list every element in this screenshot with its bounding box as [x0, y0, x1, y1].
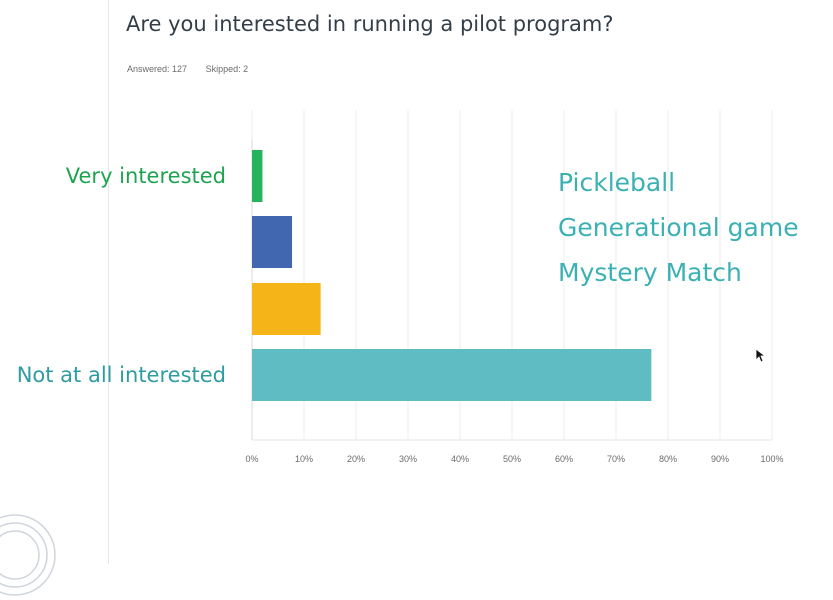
- category-label: Not at all interested: [17, 363, 226, 387]
- x-tick-label: 80%: [659, 454, 677, 464]
- activity-line-2: Generational game: [558, 213, 799, 242]
- activity-line-3: Mystery Match: [558, 258, 742, 287]
- bar: [252, 216, 293, 268]
- category-label: Very interested: [66, 164, 226, 188]
- activity-list: Pickleball Generational game Mystery Mat…: [558, 160, 799, 295]
- bar-chart: 0% 10% 20% 30% 40% 50% 60% 70% 80% 90% 100% Very in…: [17, 110, 784, 464]
- x-tick-label: 90%: [711, 454, 729, 464]
- x-tick-label: 40%: [451, 454, 469, 464]
- skipped-count: Skipped: 2: [205, 64, 249, 74]
- x-tick-label: 60%: [555, 454, 573, 464]
- answered-count: Answered: 127: [127, 64, 188, 74]
- x-tick-label: 100%: [760, 454, 783, 464]
- bar: [252, 283, 321, 335]
- x-tick-label: 70%: [607, 454, 625, 464]
- x-tick-label: 10%: [295, 454, 313, 464]
- activity-line-1: Pickleball: [558, 168, 676, 197]
- bar: [252, 349, 652, 401]
- bar: [252, 150, 263, 202]
- x-tick-label: 50%: [503, 454, 521, 464]
- left-divider: [108, 0, 109, 564]
- x-tick-label: 0%: [245, 454, 258, 464]
- x-tick-label: 30%: [399, 454, 417, 464]
- mouse-cursor-icon: [755, 348, 767, 363]
- question-title: Are you interested in running a pilot pr…: [126, 12, 614, 36]
- response-stats: Answered: 127 Skipped: 2: [127, 64, 248, 74]
- x-tick-label: 20%: [347, 454, 365, 464]
